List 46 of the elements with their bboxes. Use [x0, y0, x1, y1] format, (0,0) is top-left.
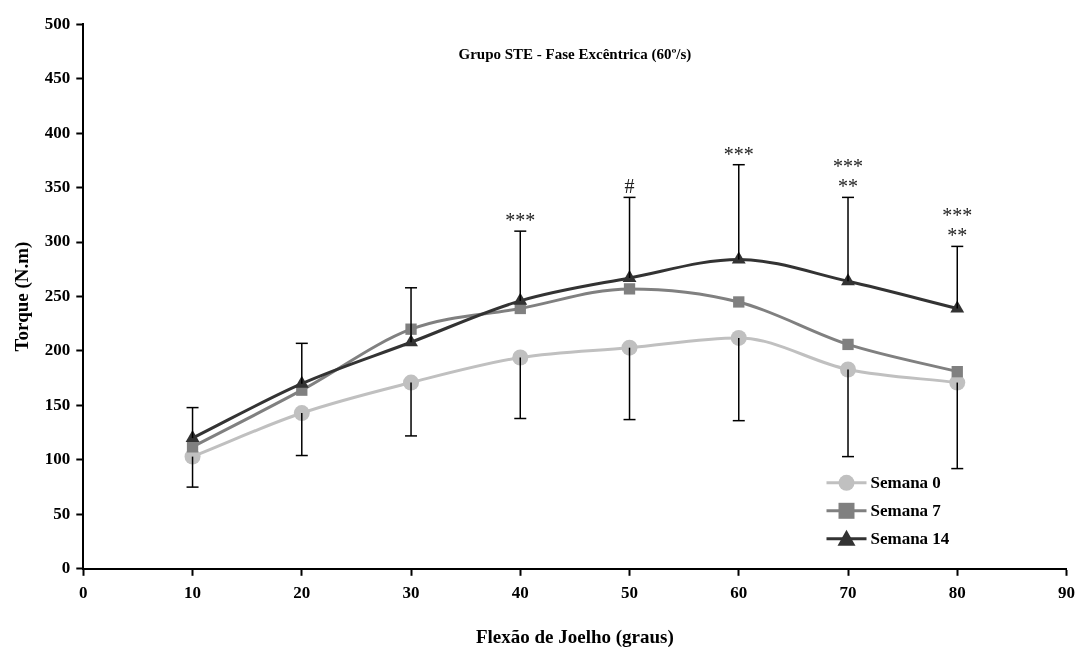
x-tick-label: 40 [511, 583, 529, 603]
point [621, 339, 638, 356]
point [951, 366, 963, 378]
x-tick-label: 70 [839, 583, 857, 603]
x-tick-label: 0 [79, 583, 88, 603]
annotation: *** [723, 142, 754, 165]
x-tick-label: 90 [1058, 583, 1075, 603]
y-tick-label: 0 [61, 558, 71, 578]
point [842, 338, 854, 351]
y-tick-label: 300 [44, 231, 71, 251]
y-axis-title: Torque (N.m) [11, 241, 34, 352]
point [623, 283, 636, 295]
legend-label: Semana 7 [870, 501, 942, 521]
annotation: *** [833, 155, 864, 178]
legend-label: Semana 0 [870, 473, 941, 493]
y-tick-label: 150 [44, 394, 71, 414]
text: Grupo STE - Fase Excêntrica (60º/s) [458, 46, 692, 64]
point [513, 292, 528, 305]
x-tick-label: 30 [402, 583, 420, 603]
point [403, 374, 420, 391]
annotation: ** [947, 224, 968, 247]
x-tick-label: 60 [730, 583, 748, 603]
y-tick-label: 400 [44, 122, 71, 142]
x-tick-label: 50 [621, 583, 639, 603]
point [512, 349, 529, 366]
annotation: *** [942, 204, 973, 227]
point [733, 296, 745, 308]
y-tick-label: 200 [44, 340, 71, 360]
point [730, 329, 747, 346]
x-tick-label: 20 [293, 583, 311, 603]
y-tick-label: 250 [44, 285, 71, 305]
y-tick-label: 500 [44, 13, 71, 33]
y-tick-label: 450 [44, 68, 71, 88]
x-axis-title: Flexão de Joelho (graus) [475, 625, 674, 648]
legend-label: Semana 14 [870, 529, 950, 549]
annotation: # [624, 175, 635, 198]
annotation: ** [838, 175, 859, 198]
y-tick-label: 100 [44, 449, 71, 469]
annotation: *** [505, 209, 536, 232]
x-tick-label: 80 [948, 583, 966, 603]
y-tick-label: 350 [44, 176, 71, 196]
point [840, 361, 857, 378]
y-tick-label: 50 [53, 503, 71, 523]
x-tick-label: 10 [184, 583, 202, 603]
point [622, 269, 637, 282]
point [293, 405, 310, 422]
